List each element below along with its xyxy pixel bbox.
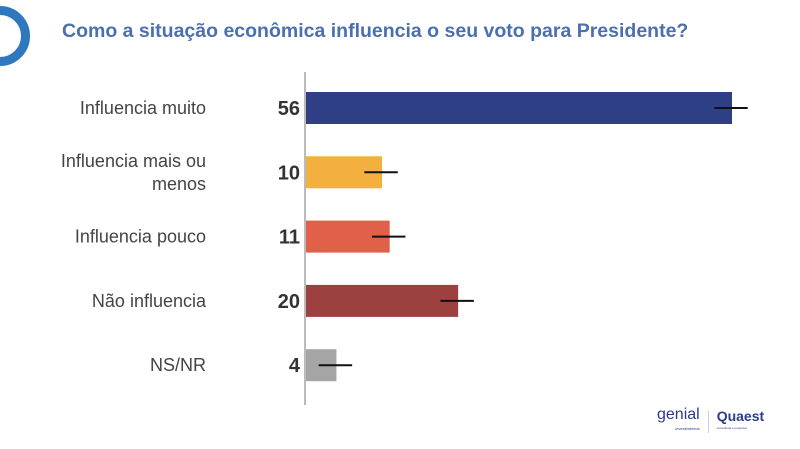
logo-divider [707, 411, 709, 433]
data-label: 20 [278, 291, 300, 313]
category-label: NS/NR [150, 355, 206, 375]
genial-logo: genial investimentos [657, 406, 700, 432]
data-label: 11 [279, 227, 300, 249]
category-label-line: Influencia muito [80, 98, 206, 118]
category-label-line: Não influencia [92, 291, 207, 311]
category-label-line: Influencia pouco [75, 227, 206, 247]
category-label: Influencia pouco [75, 227, 206, 247]
data-label: 56 [278, 98, 300, 120]
category-label-line: menos [152, 174, 206, 194]
page-title: Como a situação econômica influencia o s… [62, 20, 689, 42]
bar [306, 92, 732, 124]
bar [306, 284, 459, 317]
data-label: 10 [278, 162, 300, 184]
quaest-logo: Quaest consultoria e pesquisa [716, 408, 765, 430]
sponsor-logos: genial investimentos Quaest consultoria e … [657, 406, 765, 436]
category-label: Influencia muito [80, 98, 206, 118]
category-label: Influencia mais ou menos [61, 151, 206, 194]
category-label: Não influencia [92, 291, 207, 311]
category-label-line: Influencia mais ou [61, 151, 206, 171]
category-label-line: NS/NR [150, 355, 206, 375]
brand-ring-logo [0, 6, 30, 66]
data-label: 4 [289, 355, 301, 377]
